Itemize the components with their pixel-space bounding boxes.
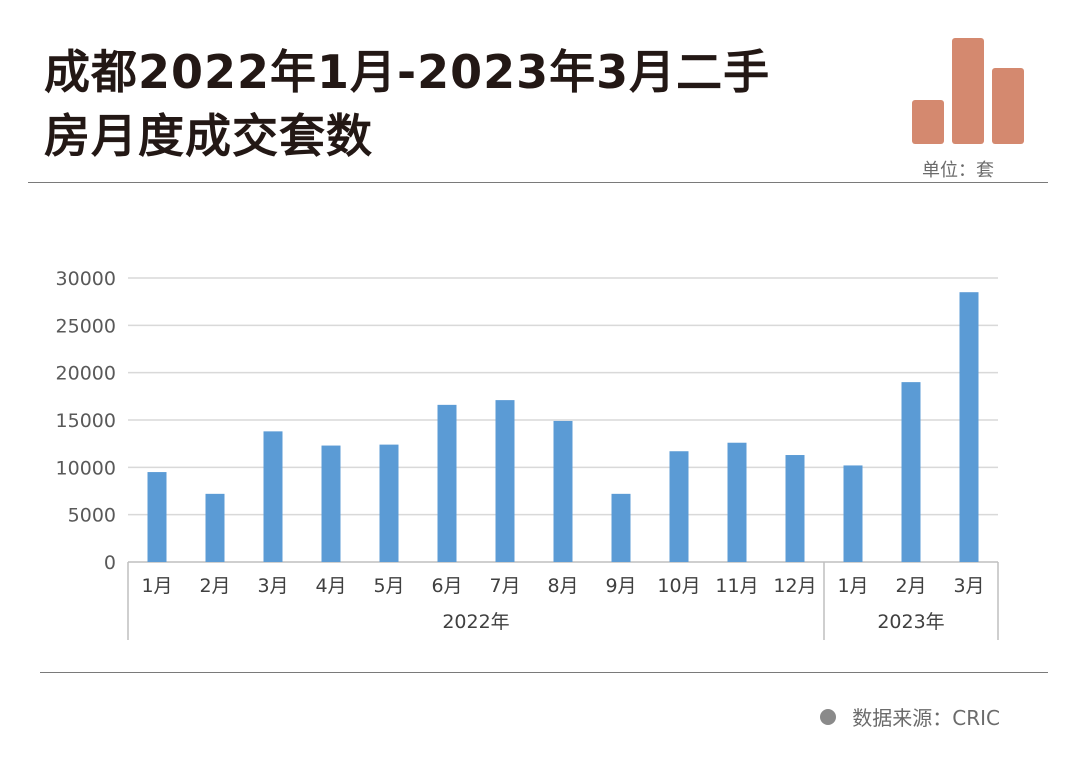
bar-2 xyxy=(263,431,283,562)
footer-divider xyxy=(40,672,1048,673)
y-tick-label-5: 25000 xyxy=(56,315,116,337)
x-tick-label-14: 3月 xyxy=(953,575,984,597)
group-label-1: 2023年 xyxy=(877,611,944,633)
bar-9 xyxy=(669,451,689,562)
group-label-0: 2022年 xyxy=(442,611,509,633)
x-tick-label-10: 11月 xyxy=(715,575,758,597)
x-tick-label-5: 6月 xyxy=(431,575,462,597)
bullet-dot-icon xyxy=(820,708,837,725)
bar-8 xyxy=(611,493,631,562)
y-tick-label-3: 15000 xyxy=(56,410,116,432)
bar-1 xyxy=(205,493,225,562)
bar-11 xyxy=(785,455,805,562)
bar-13 xyxy=(901,382,921,562)
x-tick-label-2: 3月 xyxy=(257,575,288,597)
x-tick-label-3: 4月 xyxy=(315,575,346,597)
bar-3 xyxy=(321,445,341,562)
x-tick-label-1: 2月 xyxy=(199,575,230,597)
title-line-2: 房月度成交套数 xyxy=(44,109,373,163)
source-label: 数据来源：CRIC xyxy=(852,706,1000,730)
bar-4 xyxy=(379,444,399,562)
bar-12 xyxy=(843,465,863,562)
x-tick-label-9: 10月 xyxy=(657,575,700,597)
unit-label: 单位：套 xyxy=(922,160,994,181)
bar-7 xyxy=(553,420,573,562)
x-tick-label-7: 8月 xyxy=(547,575,578,597)
bar-14 xyxy=(959,292,979,562)
logo-bar-1 xyxy=(912,100,944,144)
logo-bar-3 xyxy=(992,68,1024,144)
y-tick-label-2: 10000 xyxy=(56,457,116,479)
logo-bar-2 xyxy=(952,38,984,144)
x-tick-label-13: 2月 xyxy=(895,575,926,597)
bar-10 xyxy=(727,442,747,562)
bar-6 xyxy=(495,400,515,562)
chart-title: 成都2022年1月-2023年3月二手 房月度成交套数 xyxy=(44,40,884,168)
header-divider xyxy=(28,182,1048,183)
x-tick-label-4: 5月 xyxy=(373,575,404,597)
x-tick-label-6: 7月 xyxy=(489,575,520,597)
bar-chart-logo-icon xyxy=(912,38,1024,144)
x-tick-label-12: 1月 xyxy=(837,575,868,597)
data-source: 数据来源：CRIC xyxy=(820,702,1000,731)
y-tick-label-4: 20000 xyxy=(56,363,116,385)
bar-0 xyxy=(147,472,167,562)
x-tick-label-11: 12月 xyxy=(773,575,816,597)
y-tick-label-1: 5000 xyxy=(68,505,116,527)
x-tick-label-8: 9月 xyxy=(605,575,636,597)
y-tick-label-6: 30000 xyxy=(56,268,116,290)
y-tick-label-0: 0 xyxy=(104,552,116,574)
x-tick-label-0: 1月 xyxy=(141,575,172,597)
bar-5 xyxy=(437,404,457,562)
title-line-1: 成都2022年1月-2023年3月二手 xyxy=(44,45,771,99)
